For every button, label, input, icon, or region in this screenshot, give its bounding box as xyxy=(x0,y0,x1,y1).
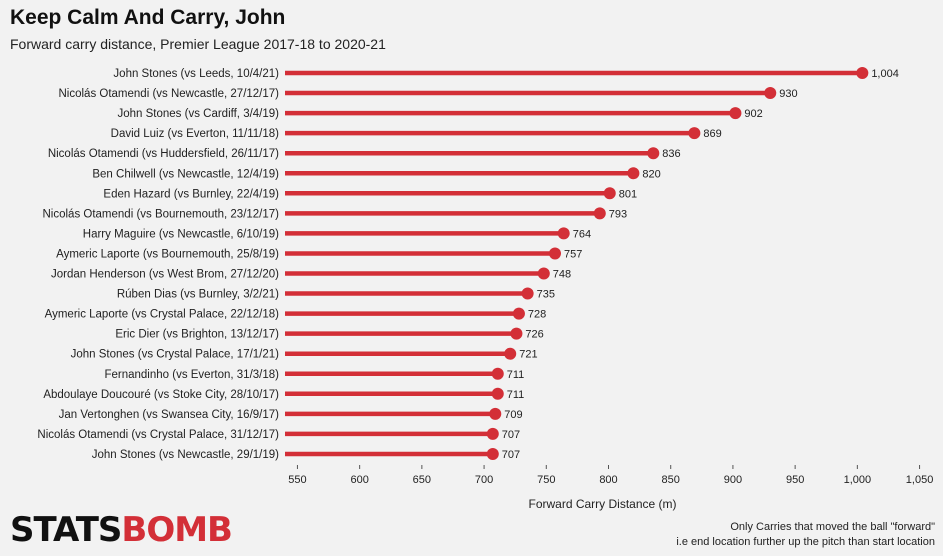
footnote-line-2: i.e end location further up the pitch th… xyxy=(676,536,935,548)
logo-text-bomb: BOMB xyxy=(121,510,233,550)
category-label: John Stones (vs Leeds, 10/4/21) xyxy=(113,68,279,80)
category-label: Eden Hazard (vs Burnley, 22/4/19) xyxy=(103,188,279,200)
value-label: 1,004 xyxy=(871,68,899,80)
value-label: 930 xyxy=(779,88,797,100)
x-tick-label: 550 xyxy=(288,474,306,486)
category-label: Nicolás Otamendi (vs Bournemouth, 23/12/… xyxy=(42,208,279,220)
x-tick-label: 900 xyxy=(724,474,742,486)
value-label: 728 xyxy=(528,309,546,321)
lollipop-dot xyxy=(729,107,742,120)
category-label: Aymeric Laporte (vs Bournemouth, 25/8/19… xyxy=(56,248,279,260)
footnote-line-1: Only Carries that moved the ball "forwar… xyxy=(730,521,935,533)
lollipop-dot xyxy=(557,227,570,240)
lollipop-dot xyxy=(603,187,616,200)
x-tick-label: 750 xyxy=(537,474,555,486)
logo-text-stats: STATS xyxy=(10,510,122,550)
lollipop-dot xyxy=(856,67,869,79)
value-label: 735 xyxy=(537,289,555,301)
chart-subtitle: Forward carry distance, Premier League 2… xyxy=(10,36,386,52)
category-label: Eric Dier (vs Brighton, 13/12/17) xyxy=(115,329,279,341)
footnote: Only Carries that moved the ball "forwar… xyxy=(676,520,935,550)
lollipop-dot xyxy=(593,207,606,220)
category-label: David Luiz (vs Everton, 11/11/18) xyxy=(111,128,279,140)
statsbomb-logo: STATSBOMB xyxy=(10,510,233,550)
lollipop-dot xyxy=(489,407,502,420)
lollipop-dot xyxy=(688,127,701,140)
lollipop-dot xyxy=(510,327,523,340)
lollipop-dot xyxy=(486,447,499,460)
value-label: 764 xyxy=(573,228,591,240)
lollipop-dot xyxy=(512,307,525,320)
category-label: Abdoulaye Doucouré (vs Stoke City, 28/10… xyxy=(43,389,279,401)
category-label: Nicolás Otamendi (vs Newcastle, 27/12/17… xyxy=(58,88,279,100)
lollipop-dot xyxy=(627,167,640,180)
lollipop-dot xyxy=(491,367,504,380)
category-label: Fernandinho (vs Everton, 31/3/18) xyxy=(104,369,279,381)
x-tick-label: 950 xyxy=(786,474,804,486)
lollipop-dot xyxy=(504,347,517,360)
lollipop-dot xyxy=(764,87,777,100)
category-label: Aymeric Laporte (vs Crystal Palace, 22/1… xyxy=(45,309,280,321)
category-label: Nicolás Otamendi (vs Crystal Palace, 31/… xyxy=(37,429,279,441)
value-label: 711 xyxy=(507,389,525,401)
value-label: 711 xyxy=(507,369,525,381)
x-tick-label: 700 xyxy=(475,474,493,486)
lollipop-dot xyxy=(548,247,561,260)
x-tick-label: 850 xyxy=(662,474,680,486)
value-label: 793 xyxy=(609,208,627,220)
value-label: 748 xyxy=(553,269,571,281)
x-axis-title: Forward Carry Distance (m) xyxy=(528,497,676,511)
value-label: 709 xyxy=(504,409,522,421)
value-label: 707 xyxy=(502,449,520,461)
category-label: Harry Maguire (vs Newcastle, 6/10/19) xyxy=(83,228,279,240)
x-tick-label: 800 xyxy=(599,474,617,486)
category-label: Jan Vertonghen (vs Swansea City, 16/9/17… xyxy=(59,409,280,421)
value-label: 721 xyxy=(519,349,537,361)
value-label: 757 xyxy=(564,248,582,260)
category-label: Rúben Dias (vs Burnley, 3/2/21) xyxy=(117,289,279,301)
x-tick-label: 650 xyxy=(413,474,431,486)
category-label: Jordan Henderson (vs West Brom, 27/12/20… xyxy=(51,269,279,281)
category-label: John Stones (vs Newcastle, 29/1/19) xyxy=(92,449,279,461)
value-label: 902 xyxy=(744,108,762,120)
lollipop-dot xyxy=(486,427,499,440)
lollipop-dot xyxy=(491,387,504,400)
category-label: Nicolás Otamendi (vs Huddersfield, 26/11… xyxy=(48,148,279,160)
x-tick-label: 600 xyxy=(350,474,368,486)
lollipop-dot xyxy=(647,147,660,160)
lollipop-dot xyxy=(537,267,550,280)
x-tick-label: 1,050 xyxy=(906,474,934,486)
category-label: John Stones (vs Crystal Palace, 17/1/21) xyxy=(71,349,280,361)
value-label: 836 xyxy=(662,148,680,160)
value-label: 820 xyxy=(642,168,660,180)
value-label: 869 xyxy=(703,128,721,140)
value-label: 707 xyxy=(502,429,520,441)
x-tick-label: 1,000 xyxy=(844,474,872,486)
value-label: 726 xyxy=(525,329,543,341)
chart-title: Keep Calm And Carry, John xyxy=(10,6,286,29)
category-label: John Stones (vs Cardiff, 3/4/19) xyxy=(117,108,279,120)
value-label: 801 xyxy=(619,188,637,200)
lollipop-dot xyxy=(521,287,534,300)
category-label: Ben Chilwell (vs Newcastle, 12/4/19) xyxy=(92,168,279,180)
